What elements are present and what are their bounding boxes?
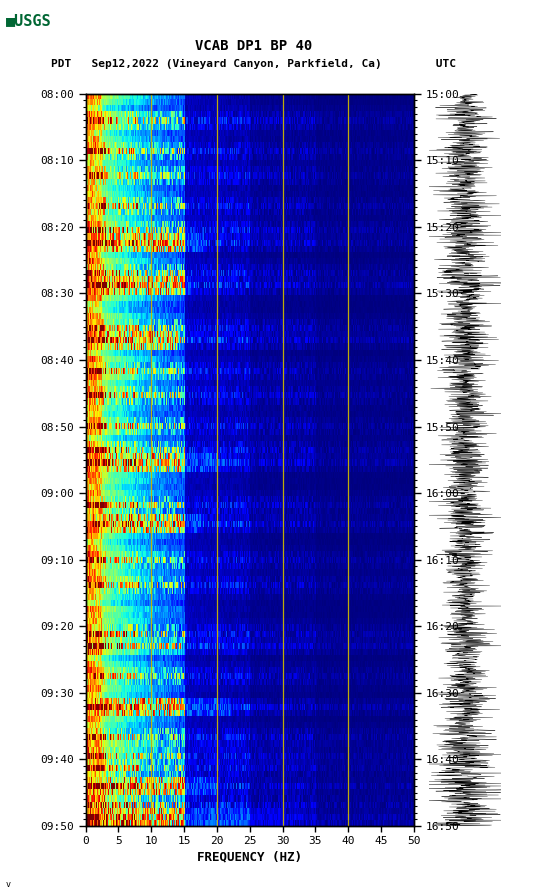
Text: VCAB DP1 BP 40: VCAB DP1 BP 40	[195, 39, 312, 54]
X-axis label: FREQUENCY (HZ): FREQUENCY (HZ)	[197, 851, 302, 864]
Text: v: v	[6, 880, 10, 889]
Text: PDT   Sep12,2022 (Vineyard Canyon, Parkfield, Ca)        UTC: PDT Sep12,2022 (Vineyard Canyon, Parkfie…	[51, 59, 457, 70]
Text: ■USGS: ■USGS	[6, 13, 51, 29]
